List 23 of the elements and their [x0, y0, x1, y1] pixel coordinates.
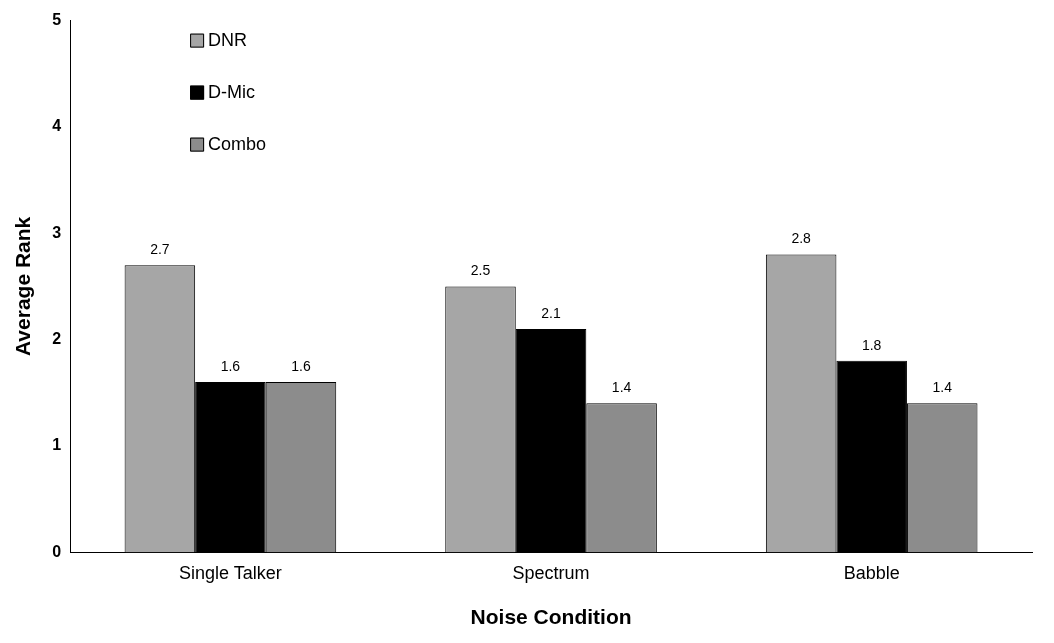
y-axis-title: Average Rank	[11, 216, 35, 357]
data-label: 2.1	[541, 304, 561, 321]
data-label: 2.8	[791, 230, 812, 247]
data-label: 1.8	[861, 336, 882, 353]
legend-label: D-Mic	[208, 81, 256, 102]
y-tick-label: 0	[52, 542, 62, 560]
legend-label: Combo	[208, 133, 267, 154]
data-label: 1.6	[220, 357, 241, 374]
data-label: 1.4	[932, 379, 953, 396]
y-tick-label: 2	[52, 329, 62, 347]
y-tick-label: 4	[52, 117, 62, 135]
y-tick-label: 3	[52, 223, 62, 241]
data-label: 1.4	[611, 379, 632, 396]
x-axis-title: Noise Condition	[470, 605, 632, 629]
x-tick-label: Single Talker	[179, 562, 282, 583]
data-label: 2.7	[150, 241, 170, 257]
y-tick-label: 5	[52, 11, 62, 29]
legend-label: DNR	[208, 29, 248, 50]
y-tick-label: 1	[52, 436, 62, 454]
x-tick-label: Spectrum	[512, 562, 590, 583]
x-tick-label: Babble	[843, 562, 900, 583]
data-label: 2.5	[470, 262, 491, 279]
data-label: 1.6	[291, 357, 311, 374]
